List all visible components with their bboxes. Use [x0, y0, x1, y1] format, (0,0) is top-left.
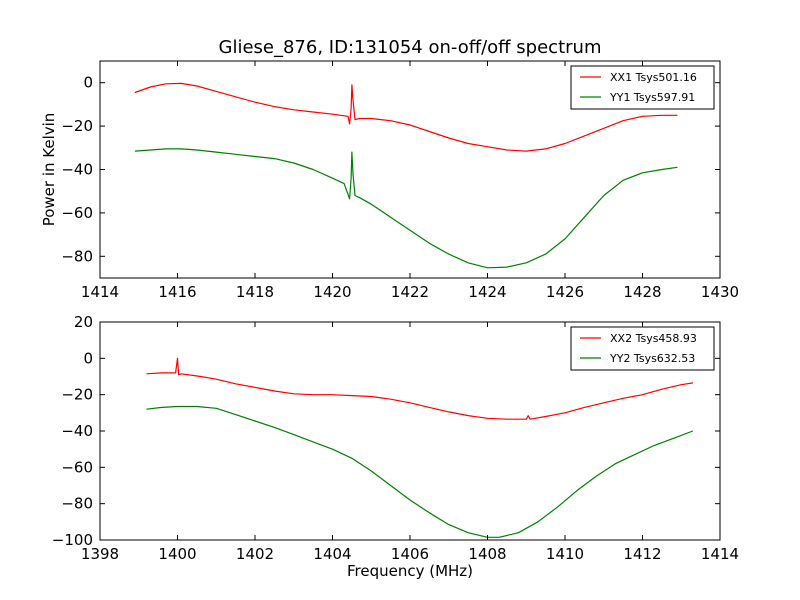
top-chart: 1414 1416 1418 1420 1422 1424 1426 1428 1430 −80 −… — [40, 37, 739, 301]
x-tick-label: 1404 — [313, 545, 351, 563]
y-tick-label: 20 — [74, 313, 93, 331]
y-tick-label: −100 — [52, 531, 93, 549]
x-tick-label: 1418 — [236, 283, 274, 301]
x-tick-label: 1398 — [81, 545, 119, 563]
y-tick-label: 0 — [83, 74, 93, 92]
x-tick-label: 1414 — [81, 283, 119, 301]
x-tick-label: 1422 — [391, 283, 429, 301]
x-tick-label: 1406 — [391, 545, 429, 563]
x-tick-label: 1430 — [701, 283, 739, 301]
x-tick-label: 1402 — [236, 545, 274, 563]
y-tick-label: −40 — [61, 422, 93, 440]
x-tick-label: 1412 — [623, 545, 661, 563]
x-tick-label: 1426 — [546, 283, 584, 301]
y-tick-label: −60 — [61, 458, 93, 476]
x-tick-label: 1428 — [623, 283, 661, 301]
x-tick-label: 1400 — [158, 545, 196, 563]
x-tick-label: 1424 — [468, 283, 506, 301]
x-tick-label: 1420 — [313, 283, 351, 301]
x-tick-label: 1410 — [546, 545, 584, 563]
series-line-yy1 — [134, 148, 678, 269]
series-line-xx1 — [134, 82, 678, 152]
x-tick-label: 1408 — [468, 545, 506, 563]
x-axis-label: Frequency (MHz) — [347, 562, 473, 580]
legend: XX2 Tsys458.93 YY2 Tsys632.53 — [570, 326, 715, 371]
bottom-chart: 1398 1400 1402 1404 1406 1408 1410 1412 1414 −100… — [52, 313, 739, 580]
y-tick-label: 0 — [83, 349, 93, 367]
x-tick-label: 1414 — [701, 545, 739, 563]
legend-entry: YY1 Tsys597.91 — [609, 91, 695, 104]
y-tick-label: −20 — [61, 386, 93, 404]
legend: XX1 Tsys501.16 YY1 Tsys597.91 — [570, 65, 715, 110]
y-tick-label: −80 — [61, 495, 93, 513]
x-tick-label: 1416 — [158, 283, 196, 301]
y-tick-label: −20 — [61, 117, 93, 135]
chart-title: Gliese_876, ID:131054 on-off/off spectru… — [219, 37, 602, 58]
legend-entry: XX2 Tsys458.93 — [610, 332, 697, 345]
y-tick-label: −60 — [61, 204, 93, 222]
legend-entry: YY2 Tsys632.53 — [609, 352, 695, 365]
legend-box — [570, 65, 715, 110]
y-tick-label: −80 — [61, 247, 93, 265]
legend-box — [570, 326, 715, 371]
y-axis-label: Power in Kelvin — [40, 113, 58, 227]
series-line-yy2 — [146, 405, 694, 538]
legend-entry: XX1 Tsys501.16 — [610, 71, 697, 84]
y-tick-label: −40 — [61, 161, 93, 179]
series-line-xx2 — [146, 357, 693, 420]
